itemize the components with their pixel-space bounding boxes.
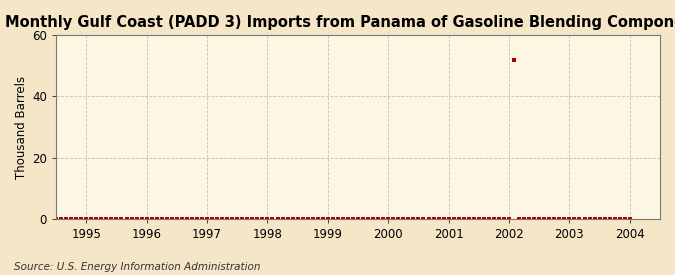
Text: Source: U.S. Energy Information Administration: Source: U.S. Energy Information Administ… bbox=[14, 262, 260, 272]
Title: Monthly Gulf Coast (PADD 3) Imports from Panama of Gasoline Blending Components: Monthly Gulf Coast (PADD 3) Imports from… bbox=[5, 15, 675, 30]
Y-axis label: Thousand Barrels: Thousand Barrels bbox=[15, 75, 28, 178]
